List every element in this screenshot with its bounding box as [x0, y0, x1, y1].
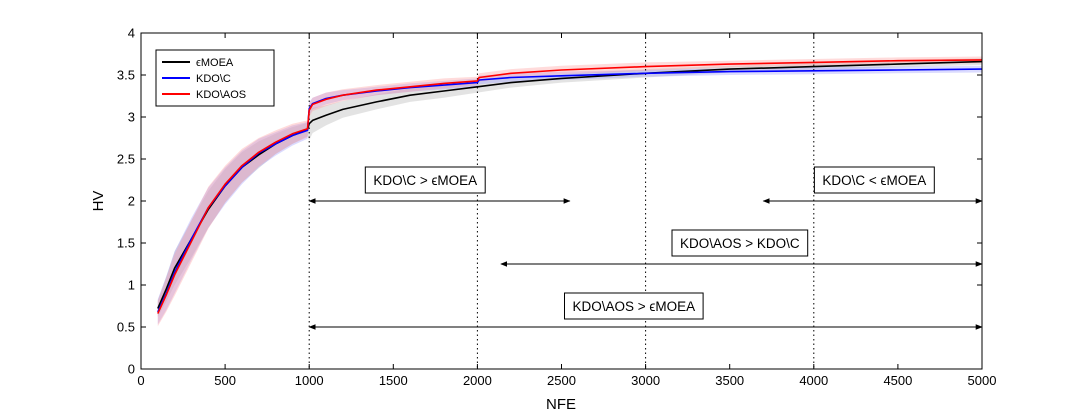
x-tick-label-2000: 2000 [463, 373, 492, 388]
kdo-aos-line [157, 59, 983, 314]
y-tick-label-4: 4 [128, 26, 135, 41]
annotation-label-3: KDO\AOS > KDO\C [680, 236, 800, 251]
x-tick-label-4000: 4000 [799, 373, 828, 388]
x-tick-label-4500: 4500 [883, 373, 912, 388]
x-axis-title: NFE [546, 396, 576, 413]
comparison-annotations: KDO\C > ϵMOEA KDO\C < ϵMOEA KDO\AOS > KDO\… [308, 166, 983, 330]
y-tick-label-0: 0 [128, 362, 135, 377]
annotation-label-4: KDO\AOS > ϵMOEA [573, 299, 696, 314]
x-tick-label-1500: 1500 [379, 373, 408, 388]
y-tick-label-3.5: 3.5 [117, 68, 135, 83]
y-axis-title: HV [90, 191, 107, 212]
y-tick-label-2: 2 [128, 194, 135, 209]
y-tick-label-3: 3 [128, 110, 135, 125]
annotation-box-3 [671, 229, 809, 257]
y-tick-label-2.5: 2.5 [117, 152, 135, 167]
legend-label-moea: ϵMOEA [196, 57, 234, 69]
x-tick-label-2500: 2500 [547, 373, 576, 388]
x-tick-label-1000: 1000 [295, 373, 324, 388]
x-tick-label-5000: 5000 [968, 373, 997, 388]
y-tick-label-1: 1 [128, 278, 135, 293]
annotation-box-2 [813, 166, 935, 194]
axis-ticks: 0 500 1000 1500 2000 2500 3000 3500 4000 4500 5000… [117, 26, 997, 389]
series-lines [157, 59, 983, 314]
annotation-box-1 [364, 166, 486, 194]
x-tick-label-3500: 3500 [715, 373, 744, 388]
y-tick-label-1.5: 1.5 [117, 236, 135, 251]
legend-label-kdo-aos: KDO\AOS [196, 89, 246, 101]
x-tick-label-0: 0 [137, 373, 144, 388]
y-tick-label-0.5: 0.5 [117, 320, 135, 335]
legend-label-kdo-c: KDO\C [196, 73, 231, 85]
kdo-c-band [157, 65, 983, 325]
annotation-label-1: KDO\C > ϵMOEA [373, 173, 477, 188]
legend: ϵMOEA KDO\C KDO\AOS [155, 49, 275, 107]
annotation-label-2: KDO\C < ϵMOEA [822, 173, 926, 188]
annotation-box-4 [564, 292, 704, 320]
x-tick-label-3000: 3000 [631, 373, 660, 388]
x-tick-label-500: 500 [214, 373, 236, 388]
